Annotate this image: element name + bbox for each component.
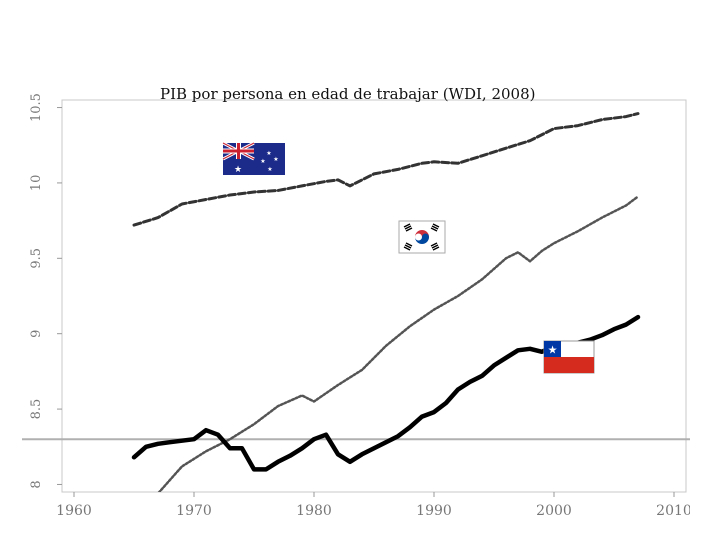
y-tick-label: 8.5 [29,399,44,420]
y-tick-label: 8 [29,480,44,488]
plot-background [61,99,687,493]
x-axis-ticks: 1960 1970 1980 1990 2000 2010 [56,492,690,519]
x-tick-label: 2000 [536,503,572,519]
x-tick-label: 1970 [176,503,212,519]
svg-text:★: ★ [234,165,242,175]
y-tick-label: 9.5 [29,248,44,269]
y-tick-label: 10 [29,175,44,192]
korea-flag [398,220,446,254]
y-tick-label: 10.5 [29,93,44,122]
svg-text:★: ★ [548,344,558,357]
svg-text:★: ★ [266,150,271,157]
x-tick-label: 1980 [296,503,332,519]
series-line-korea [157,195,640,492]
line-chart: 8 8.5 9 9.5 10 10.5 1960 1970 1980 1990 2000 2010 [22,85,690,519]
y-tick-label: 9 [29,330,44,338]
chart-frame: 8 8.5 9 9.5 10 10.5 1960 1970 1980 1990 2000 2010 [20,80,690,530]
chile-flag: ★ [543,340,595,374]
svg-text:★: ★ [260,158,265,165]
x-tick-label: 1990 [416,503,452,519]
svg-text:★: ★ [267,166,272,173]
svg-text:★: ★ [273,156,278,163]
x-tick-label: 2010 [656,503,690,519]
x-tick-label: 1960 [56,503,92,519]
series-line-australia [132,112,640,227]
y-axis-ticks: 8 8.5 9 9.5 10 10.5 [29,93,62,489]
chart-title: PIB por persona en edad de trabajar (WDI… [160,85,535,103]
flag-layer: ★ ★ ★ ★ ★ [222,141,595,374]
australia-flag: ★ ★ ★ ★ ★ [222,141,285,175]
